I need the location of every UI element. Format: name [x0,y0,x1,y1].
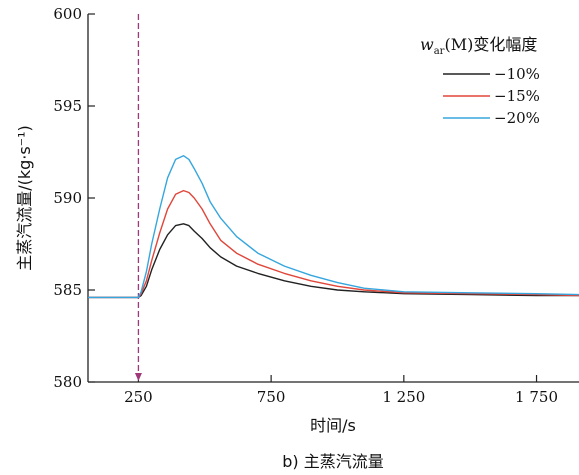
x-tick-label: 750 [257,388,286,406]
legend-title-sub: ar [434,46,445,57]
legend-label: −10% [494,65,540,83]
x-tick-label: 1 750 [515,388,558,406]
event-arrow-icon [134,373,142,381]
y-tick-label: 590 [53,189,82,207]
event-marker [134,14,142,381]
series-line [88,154,579,299]
x-tick-label: 1 250 [382,388,425,406]
legend-title-main: w [420,35,434,54]
x-axis-title: 时间/s [310,416,356,435]
series-line [88,223,579,299]
x-tick-label: 250 [124,388,153,406]
y-tick-label: 585 [53,281,82,299]
y-tick-label: 580 [53,373,82,391]
legend-entries: −10% −15% −20% [443,65,540,127]
series-line [88,189,579,299]
y-tick-label: 595 [53,97,82,115]
series-lines [88,154,579,299]
legend-label: −20% [494,109,540,127]
legend-label: −15% [494,87,540,105]
x-ticks: 250 750 1 250 1 750 [124,375,558,406]
legend: war(M)变化幅度 −10% −15% −20% [420,35,540,127]
y-axis-title: 主蒸汽流量/(kg·s⁻¹) [15,125,34,271]
legend-title: war(M)变化幅度 [420,35,537,57]
legend-title-rest: (M)变化幅度 [444,35,537,54]
chart-caption: b) 主蒸汽流量 [282,452,384,471]
y-tick-label: 600 [53,5,82,23]
y-ticks: 580 585 590 595 600 [53,5,95,391]
